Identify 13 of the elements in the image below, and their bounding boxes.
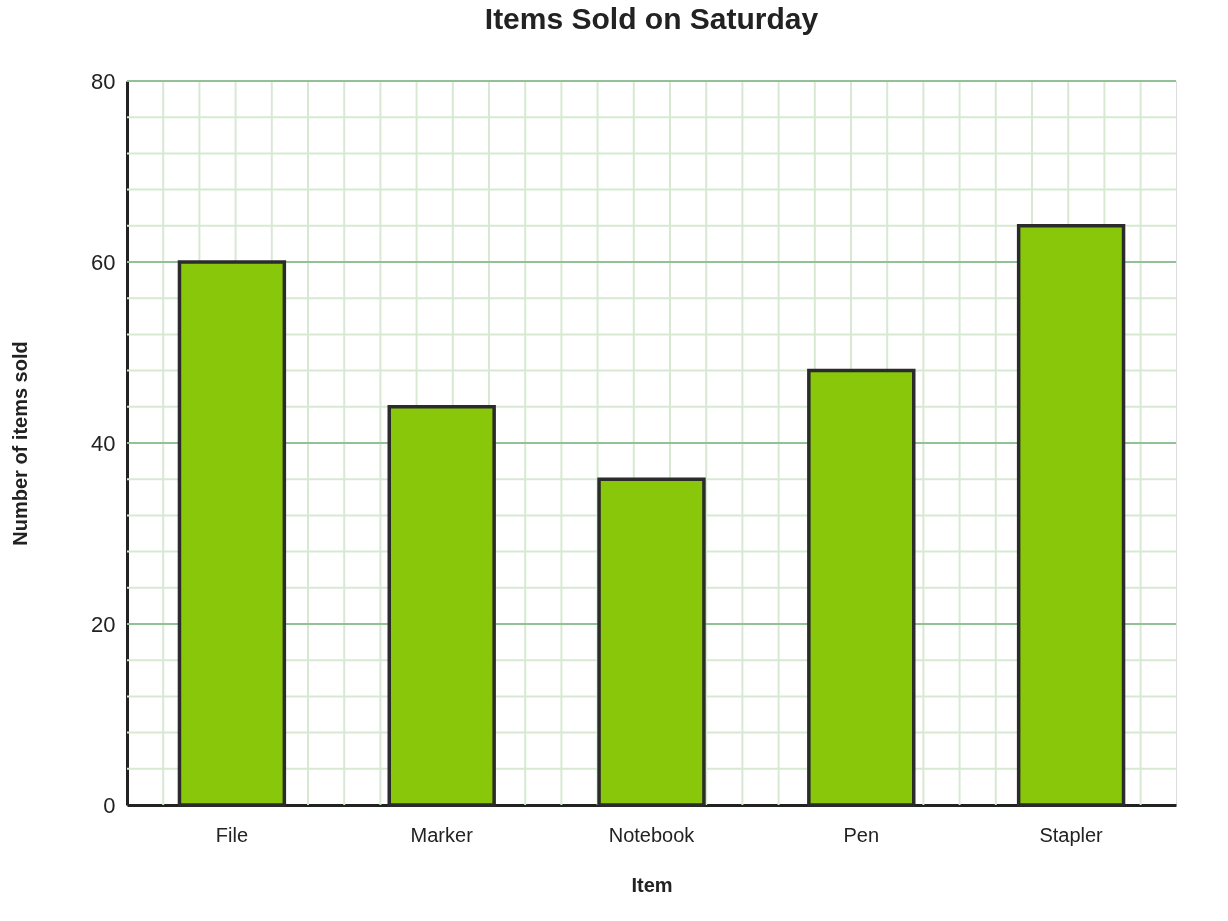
y-tick-label: 20 (91, 611, 116, 637)
y-tick-label: 0 (103, 792, 116, 818)
chart-title: Items Sold on Saturday (484, 2, 819, 35)
x-tick-label: Marker (410, 823, 474, 846)
y-axis-title: Number of items sold (9, 341, 32, 546)
x-tick-label: Notebook (608, 823, 696, 846)
y-tick-label: 60 (91, 249, 116, 275)
x-axis-title: Item (631, 873, 673, 896)
y-tick-label: 40 (91, 430, 116, 456)
x-tick-label: Stapler (1039, 823, 1104, 846)
x-tick-label: File (215, 823, 249, 846)
y-tick-label: 80 (91, 68, 116, 94)
x-tick-label: Pen (843, 823, 880, 846)
